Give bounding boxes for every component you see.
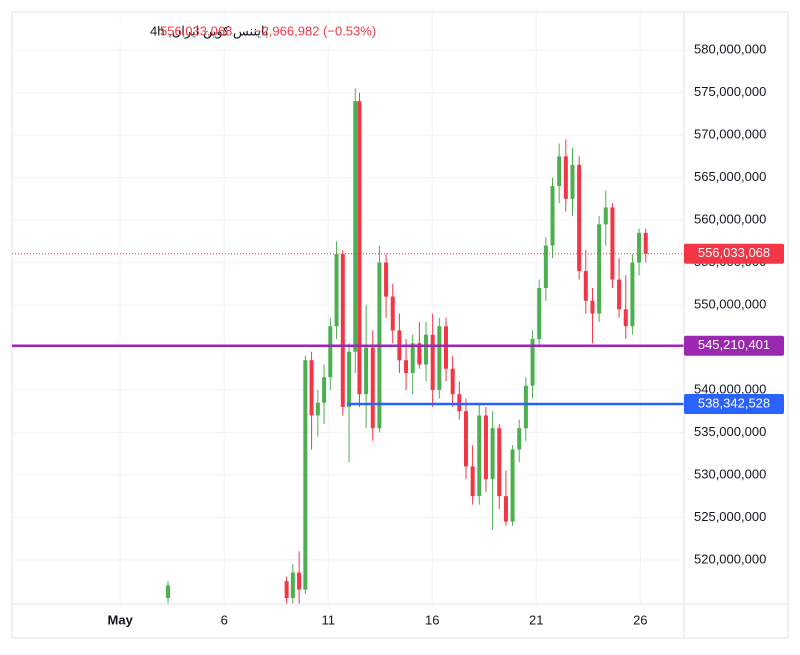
candle-body [370, 347, 375, 429]
candle-body [340, 254, 345, 407]
candle-body [617, 279, 622, 310]
candle-body [630, 262, 635, 327]
y-tick-label: 540,000,000 [694, 381, 766, 396]
price-tag-label: 545,210,401 [698, 337, 770, 352]
candle-body [303, 360, 308, 590]
y-tick-label: 535,000,000 [694, 424, 766, 439]
candle-body [463, 411, 468, 467]
y-tick-label: 550,000,000 [694, 296, 766, 311]
candle-body [477, 415, 482, 497]
candle-body [328, 326, 333, 378]
candle-body [590, 300, 595, 314]
candle-body [637, 232, 642, 263]
symbol: بایننس کوین ایران, 4h [150, 23, 269, 39]
candle-body [550, 186, 555, 246]
candle-body [443, 326, 448, 369]
candle-body [347, 351, 352, 407]
price-tag [684, 335, 784, 356]
y-tick-label: 565,000,000 [694, 169, 766, 184]
candle-body [497, 428, 502, 497]
candle-body [315, 402, 320, 416]
price-tag [684, 243, 784, 264]
price-tag-label: 556,033,068 [698, 245, 770, 260]
candle-body [510, 449, 515, 522]
candle-body [623, 309, 628, 327]
candle-body [424, 334, 429, 365]
x-tick-label: May [108, 612, 134, 627]
y-tick-label: 560,000,000 [694, 212, 766, 227]
candle-body [284, 581, 289, 599]
candle-body [309, 360, 314, 416]
candle-body [410, 343, 415, 373]
grid [12, 12, 684, 604]
candle-body [603, 207, 608, 225]
header-price: 556,033,068 [160, 23, 232, 38]
x-tick-label: 16 [425, 612, 439, 627]
candle-body [450, 368, 455, 395]
x-tick-label: 11 [321, 612, 335, 627]
candle-body [457, 394, 462, 412]
candle-body [610, 207, 615, 280]
x-tick-label: 6 [221, 612, 228, 627]
candle-body [322, 377, 327, 403]
candle-body [537, 288, 542, 340]
candle-body [557, 156, 562, 187]
candle-body [543, 245, 548, 289]
candle-body [530, 339, 535, 386]
price-tag [684, 394, 784, 415]
axis-labels: 520,000,000 525,000,000 530,000,000 535,000… [108, 42, 784, 627]
y-tick-label: 575,000,000 [694, 84, 766, 99]
candle-body [390, 296, 395, 331]
candle-body [353, 101, 358, 352]
header-change: −2,966,982 (−0.53%) [254, 23, 376, 38]
candle-body [483, 415, 488, 480]
candle-body [490, 428, 495, 480]
candles [12, 88, 684, 604]
y-tick-label: 525,000,000 [694, 509, 766, 524]
y-tick-label: 580,000,000 [694, 42, 766, 57]
candle-body [166, 585, 171, 599]
candle-body [417, 343, 422, 365]
candle-body [437, 326, 442, 390]
y-tick-label: 570,000,000 [694, 127, 766, 142]
y-tick-label: 520,000,000 [694, 551, 766, 566]
candle-body [334, 254, 339, 327]
candle-body [523, 385, 528, 429]
candle-body [404, 360, 409, 373]
candle-body [297, 572, 302, 590]
candle-body [643, 232, 648, 254]
y-tick-label: 530,000,000 [694, 466, 766, 481]
frame [11, 11, 789, 639]
price-tag-label: 538,342,528 [698, 395, 770, 410]
candle-body [597, 224, 602, 314]
candle-body [290, 572, 295, 599]
candle-body [384, 262, 389, 297]
candle-body [357, 101, 362, 395]
candle-body [583, 271, 588, 301]
candle-body [430, 334, 435, 390]
candle-body [517, 428, 522, 450]
x-tick-label: 21 [529, 612, 543, 627]
candle-body [364, 347, 369, 395]
candle-body [563, 156, 568, 199]
candle-body [503, 496, 508, 522]
x-tick-label: 26 [633, 612, 647, 627]
candle-body [470, 466, 475, 497]
candle-body [577, 164, 582, 272]
header-bg [16, 20, 396, 44]
candle-body [570, 164, 575, 199]
